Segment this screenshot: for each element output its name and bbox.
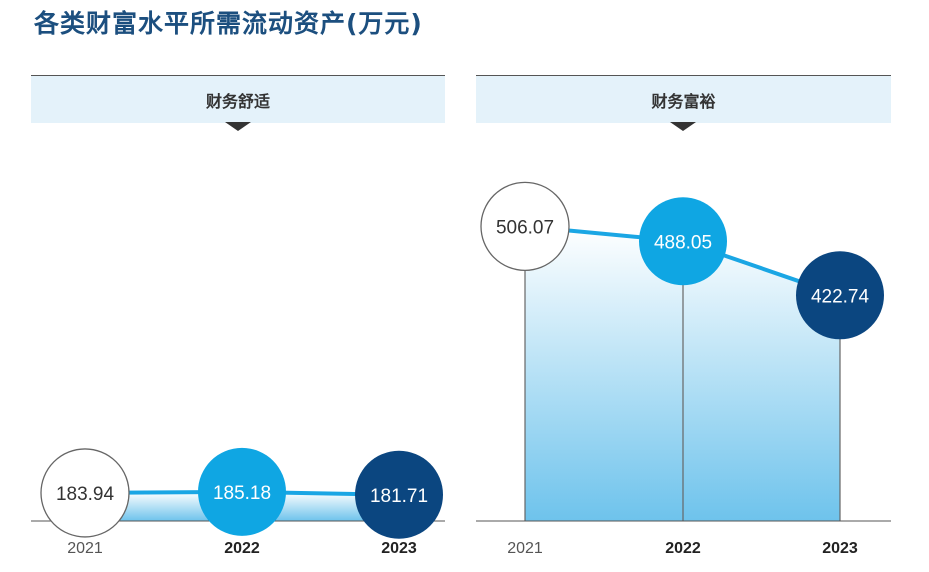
data-point-2023: [355, 450, 443, 539]
data-label-2023: 181.71: [370, 486, 428, 507]
data-point-2022: [639, 197, 727, 286]
data-label-2022: 488.05: [654, 232, 712, 253]
x-tick-label-2023: 2023: [381, 540, 417, 557]
data-label-2023: 422.74: [811, 286, 870, 307]
panel-header-comfortable: 财务舒适: [31, 75, 445, 123]
header-pointer-wealthy: [670, 122, 696, 131]
data-label-2022: 185.18: [213, 483, 271, 504]
data-point-2023: [796, 251, 884, 340]
x-tick-label-2023: 2023: [822, 540, 858, 557]
panel-header-wealthy: 财务富裕: [476, 75, 891, 123]
data-point-2021: [480, 181, 570, 272]
data-label-2021: 506.07: [496, 217, 554, 238]
x-tick-label-2022: 2022: [665, 540, 701, 557]
page-title: 各类财富水平所需流动资产(万元): [34, 9, 423, 38]
x-tick-label-2021: 2021: [67, 540, 103, 557]
data-point-2021: [40, 448, 130, 538]
data-point-2022: [198, 447, 286, 536]
header-pointer-comfortable: [225, 122, 251, 131]
x-tick-label-2022: 2022: [224, 540, 260, 557]
x-tick-label-2021: 2021: [507, 540, 543, 557]
data-label-2021: 183.94: [56, 484, 115, 505]
